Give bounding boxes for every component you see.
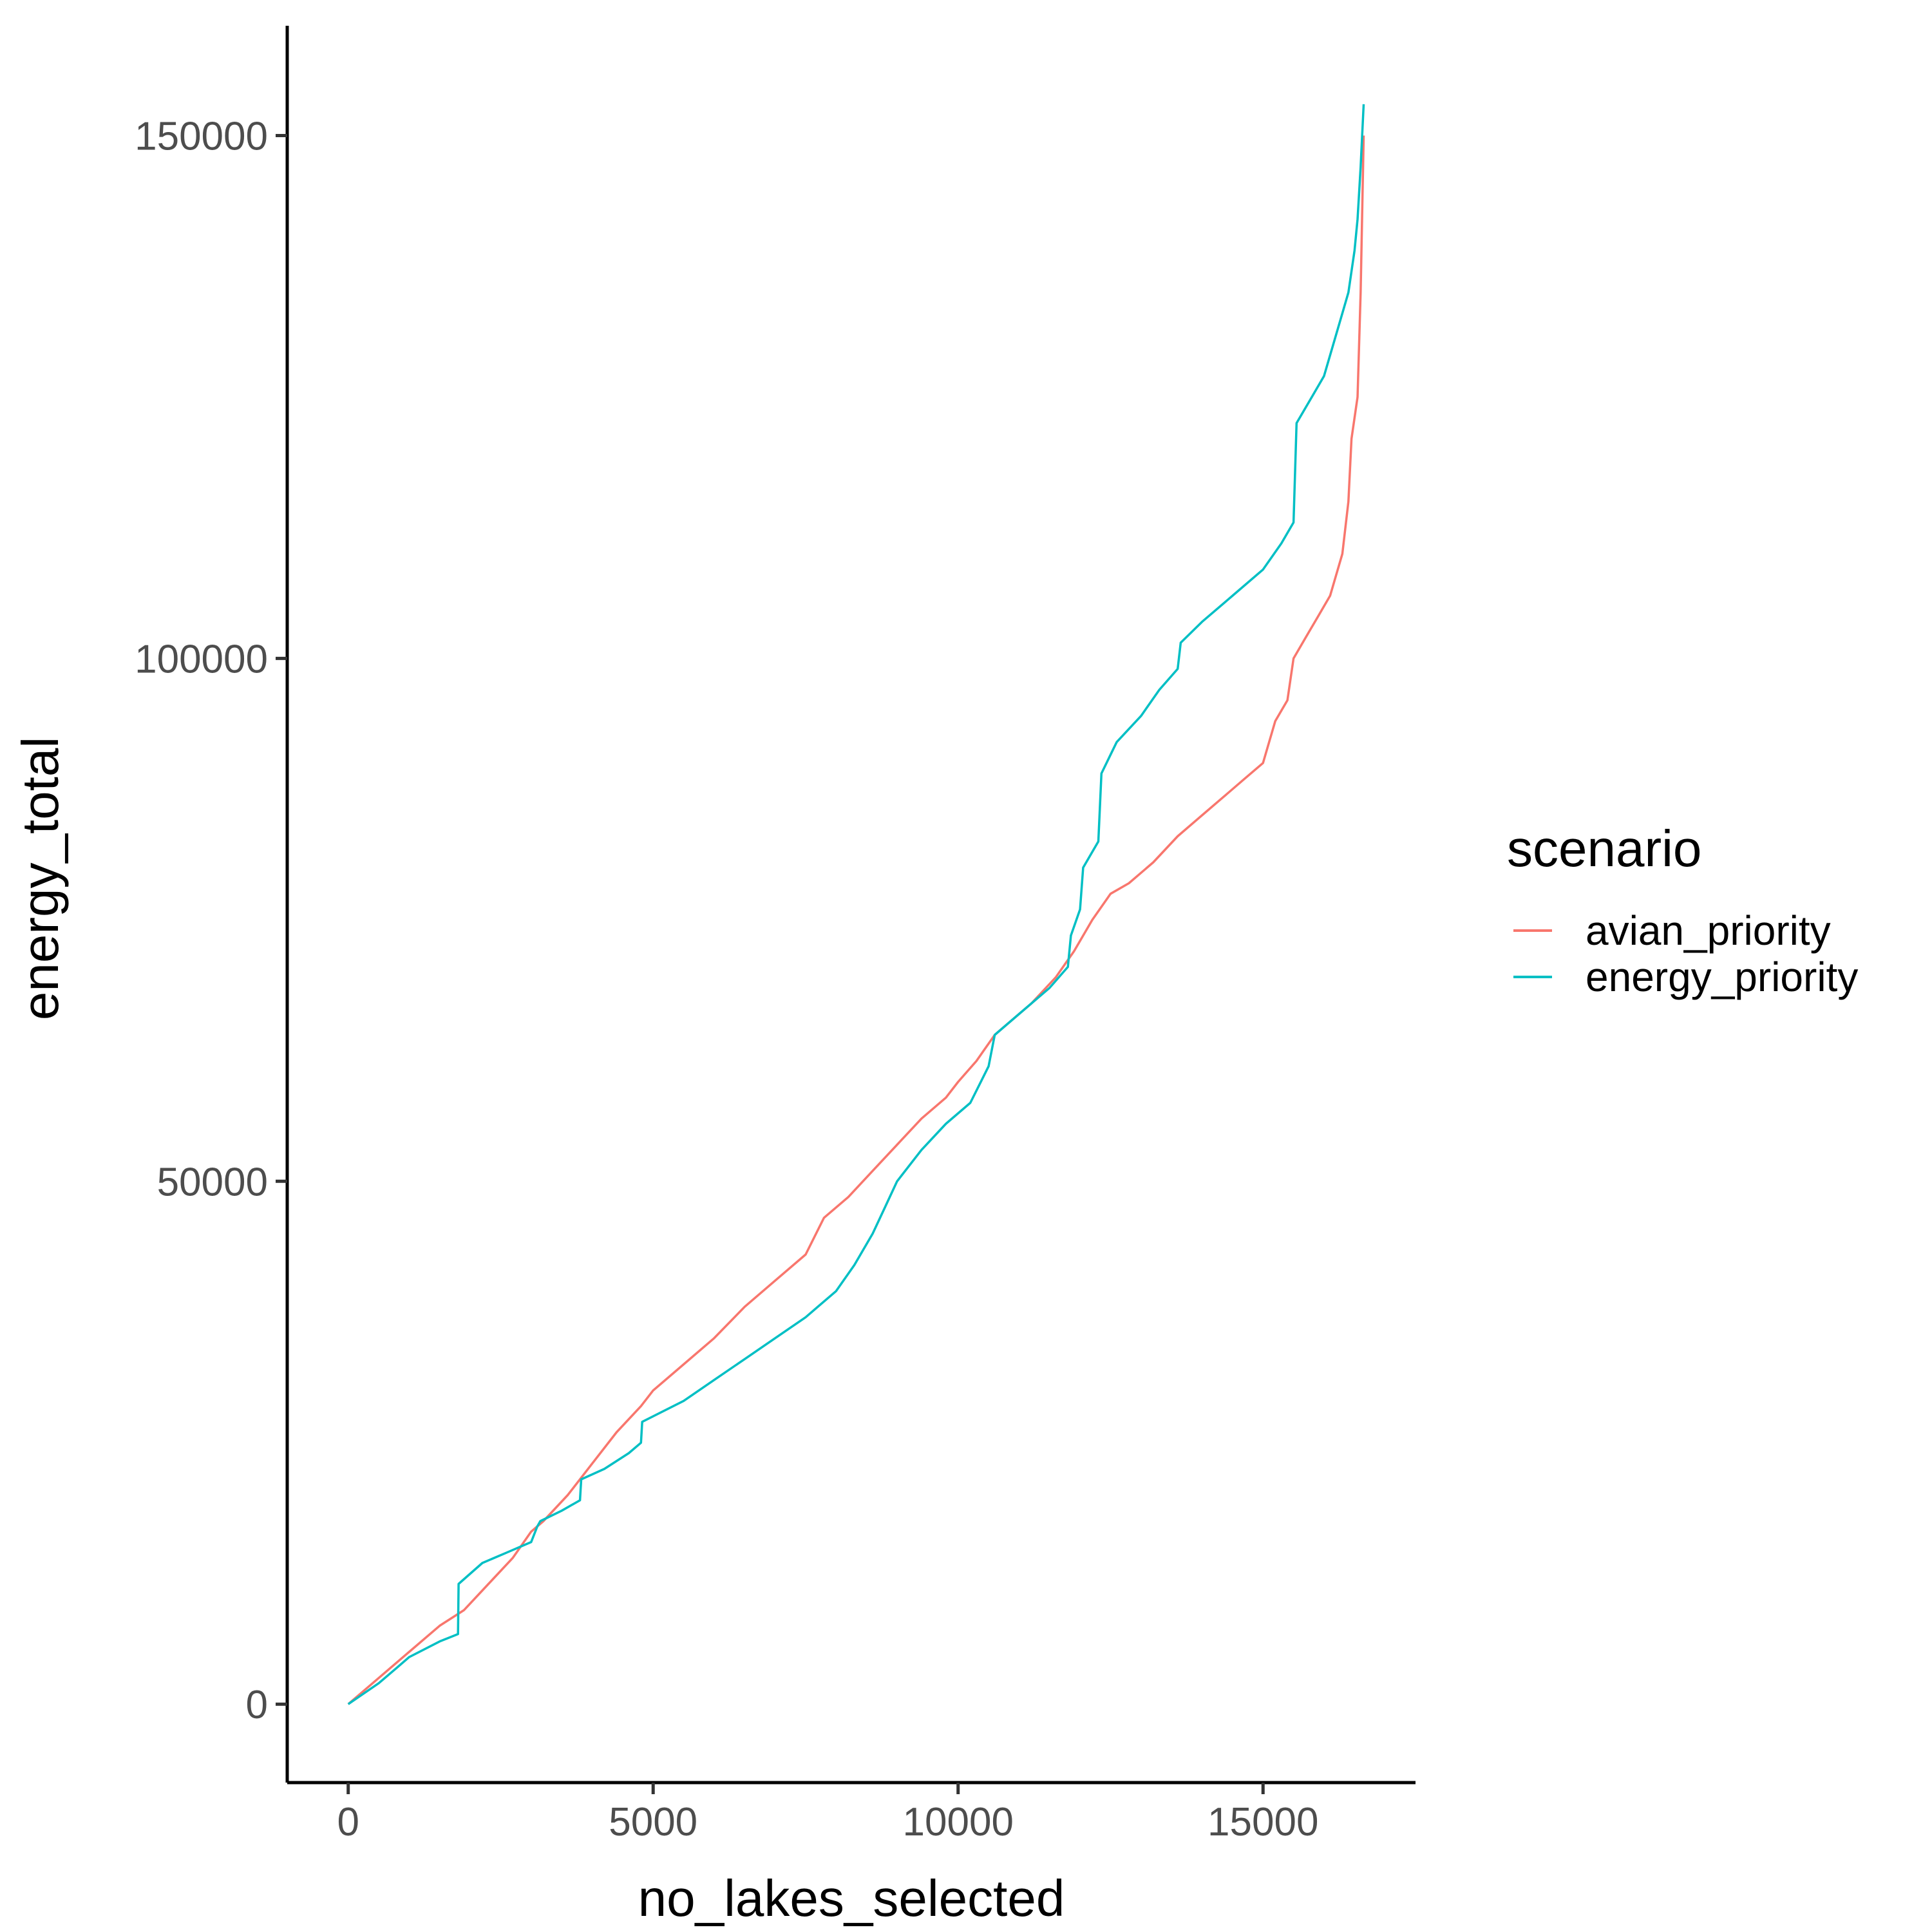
- y-tick-label: 100000: [135, 637, 268, 681]
- x-tick-label: 5000: [609, 1800, 697, 1844]
- x-axis-title: no_lakes_selected: [638, 1870, 1065, 1927]
- plot-area: [347, 104, 1365, 1705]
- legend-title: scenario: [1507, 820, 1701, 877]
- x-axis-ticks: 0 5000 10000 15000: [337, 1783, 1318, 1844]
- axes: 0 5000 10000 15000 0 50000 100000 150000: [135, 26, 1416, 1844]
- legend-label-avian-priority: avian_priority: [1586, 907, 1831, 954]
- y-axis-title: energy_total: [12, 737, 69, 1020]
- y-tick-label: 50000: [157, 1160, 268, 1204]
- series-line-energy-priority: [347, 104, 1365, 1705]
- x-tick-label: 0: [337, 1800, 359, 1844]
- y-tick-label: 0: [246, 1683, 268, 1727]
- x-tick-label: 10000: [903, 1800, 1014, 1844]
- x-tick-label: 15000: [1208, 1800, 1318, 1844]
- y-axis-ticks: 0 50000 100000 150000: [135, 115, 287, 1727]
- legend-label-energy-priority: energy_priority: [1586, 954, 1858, 1000]
- series-line-avian-priority: [347, 135, 1365, 1705]
- y-tick-label: 150000: [135, 115, 268, 159]
